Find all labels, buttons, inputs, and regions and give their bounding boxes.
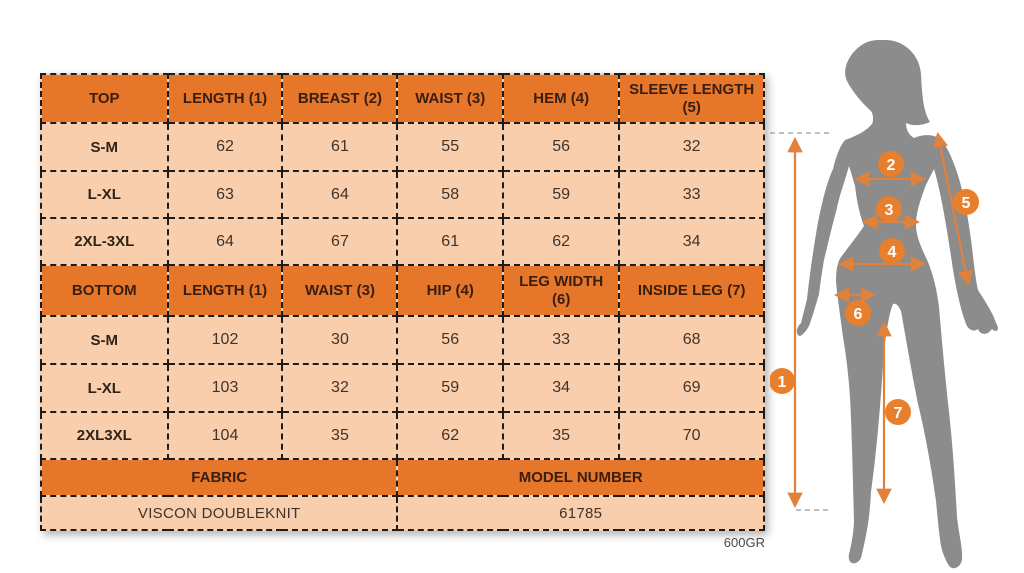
fabric-header: FABRIC	[39, 458, 399, 497]
measurement-value: 103	[166, 363, 284, 413]
measurement-value: 70	[618, 411, 765, 460]
measurement-value: 34	[501, 363, 621, 413]
column-header-breast: BREAST (2)	[281, 73, 399, 124]
column-header-hem: HEM (4)	[501, 73, 621, 124]
size-label: S-M	[40, 122, 169, 172]
measurement-value: 69	[618, 363, 765, 413]
marker-circle-7	[885, 399, 911, 425]
marker-number-6: 6	[854, 306, 863, 323]
bottom-header-row: BOTTOM LENGTH (1) WAIST (3) HIP (4) LEG …	[40, 264, 765, 317]
fabric-value: VISCON DOUBLEKNIT	[39, 495, 399, 531]
measurement-value: 56	[501, 122, 621, 172]
measurement-value: 33	[501, 315, 621, 365]
measurement-value: 58	[396, 170, 504, 219]
marker-circle-2	[878, 151, 904, 177]
measurement-value: 67	[281, 217, 399, 266]
size-label: L-XL	[40, 170, 169, 219]
column-header-sleeve-length: SLEEVE LENGTH (5)	[618, 73, 765, 124]
female-body-silhouette	[796, 39, 998, 569]
column-header-bottom: BOTTOM	[40, 264, 169, 317]
measurement-value: 32	[618, 122, 765, 172]
table-row: L-XL 103 32 59 34 69	[40, 363, 765, 413]
measurement-value: 104	[166, 411, 284, 460]
measurement-value: 56	[396, 315, 504, 365]
footer-header-row: FABRIC MODEL NUMBER	[39, 458, 765, 497]
measurement-value: 62	[501, 217, 621, 266]
arrow-sleeve-length	[932, 131, 974, 287]
measurement-value: 59	[501, 170, 621, 219]
table-row: 2XL3XL 104 35 62 35 70	[40, 411, 765, 460]
measurement-value: 62	[166, 122, 284, 172]
size-label: 2XL-3XL	[40, 217, 169, 266]
measurement-value: 32	[281, 363, 399, 413]
measurement-value: 33	[618, 170, 765, 219]
model-number-value: 61785	[396, 495, 765, 531]
measurement-value: 59	[396, 363, 504, 413]
marker-number-4: 4	[888, 244, 897, 261]
measurement-value: 34	[618, 217, 765, 266]
marker-circle-4	[879, 238, 905, 264]
measurement-value: 55	[396, 122, 504, 172]
size-chart-table: TOP LENGTH (1) BREAST (2) WAIST (3) HEM …	[39, 73, 765, 531]
column-header-top: TOP	[40, 73, 169, 124]
marker-badges: 1 2 3 4 5 6 7	[770, 151, 979, 425]
column-header-leg-width: LEG WIDTH (6)	[501, 264, 621, 317]
marker-number-7: 7	[894, 405, 903, 422]
measurement-value: 102	[166, 315, 284, 365]
marker-circle-3	[876, 196, 902, 222]
marker-circle-5	[953, 189, 979, 215]
measurement-value: 35	[281, 411, 399, 460]
table-row: 2XL-3XL 64 67 61 62 34	[40, 217, 765, 266]
weight-caption: 600GR	[723, 535, 765, 550]
measurement-value: 35	[501, 411, 621, 460]
measurement-value: 61	[281, 122, 399, 172]
measurement-value: 30	[281, 315, 399, 365]
table-row: S-M 102 30 56 33 68	[40, 315, 765, 365]
measurement-value: 63	[166, 170, 284, 219]
marker-number-1: 1	[778, 374, 787, 391]
column-header-waist: WAIST (3)	[396, 73, 504, 124]
table-row: L-XL 63 64 58 59 33	[40, 170, 765, 219]
marker-circle-6	[845, 300, 871, 326]
size-label: L-XL	[40, 363, 169, 413]
measurement-value: 64	[166, 217, 284, 266]
column-header-length: LENGTH (1)	[166, 264, 284, 317]
measurement-value: 61	[396, 217, 504, 266]
column-header-waist: WAIST (3)	[281, 264, 399, 317]
column-header-length: LENGTH (1)	[166, 73, 284, 124]
measurement-value: 68	[618, 315, 765, 365]
body-measurement-diagram: 1 2 3 4 5 6 7	[770, 39, 998, 569]
measurement-value: 62	[396, 411, 504, 460]
footer-value-row: VISCON DOUBLEKNIT 61785	[39, 495, 765, 531]
top-header-row: TOP LENGTH (1) BREAST (2) WAIST (3) HEM …	[40, 73, 765, 124]
marker-number-5: 5	[962, 195, 971, 212]
column-header-inside-leg: INSIDE LEG (7)	[618, 264, 765, 317]
marker-number-2: 2	[887, 157, 896, 174]
table-row: S-M 62 61 55 56 32	[40, 122, 765, 172]
column-header-hip: HIP (4)	[396, 264, 504, 317]
model-number-header: MODEL NUMBER	[396, 458, 765, 497]
marker-circle-1	[770, 368, 795, 394]
marker-number-3: 3	[885, 202, 894, 219]
size-label: S-M	[40, 315, 169, 365]
measurement-value: 64	[281, 170, 399, 219]
size-label: 2XL3XL	[40, 411, 169, 460]
